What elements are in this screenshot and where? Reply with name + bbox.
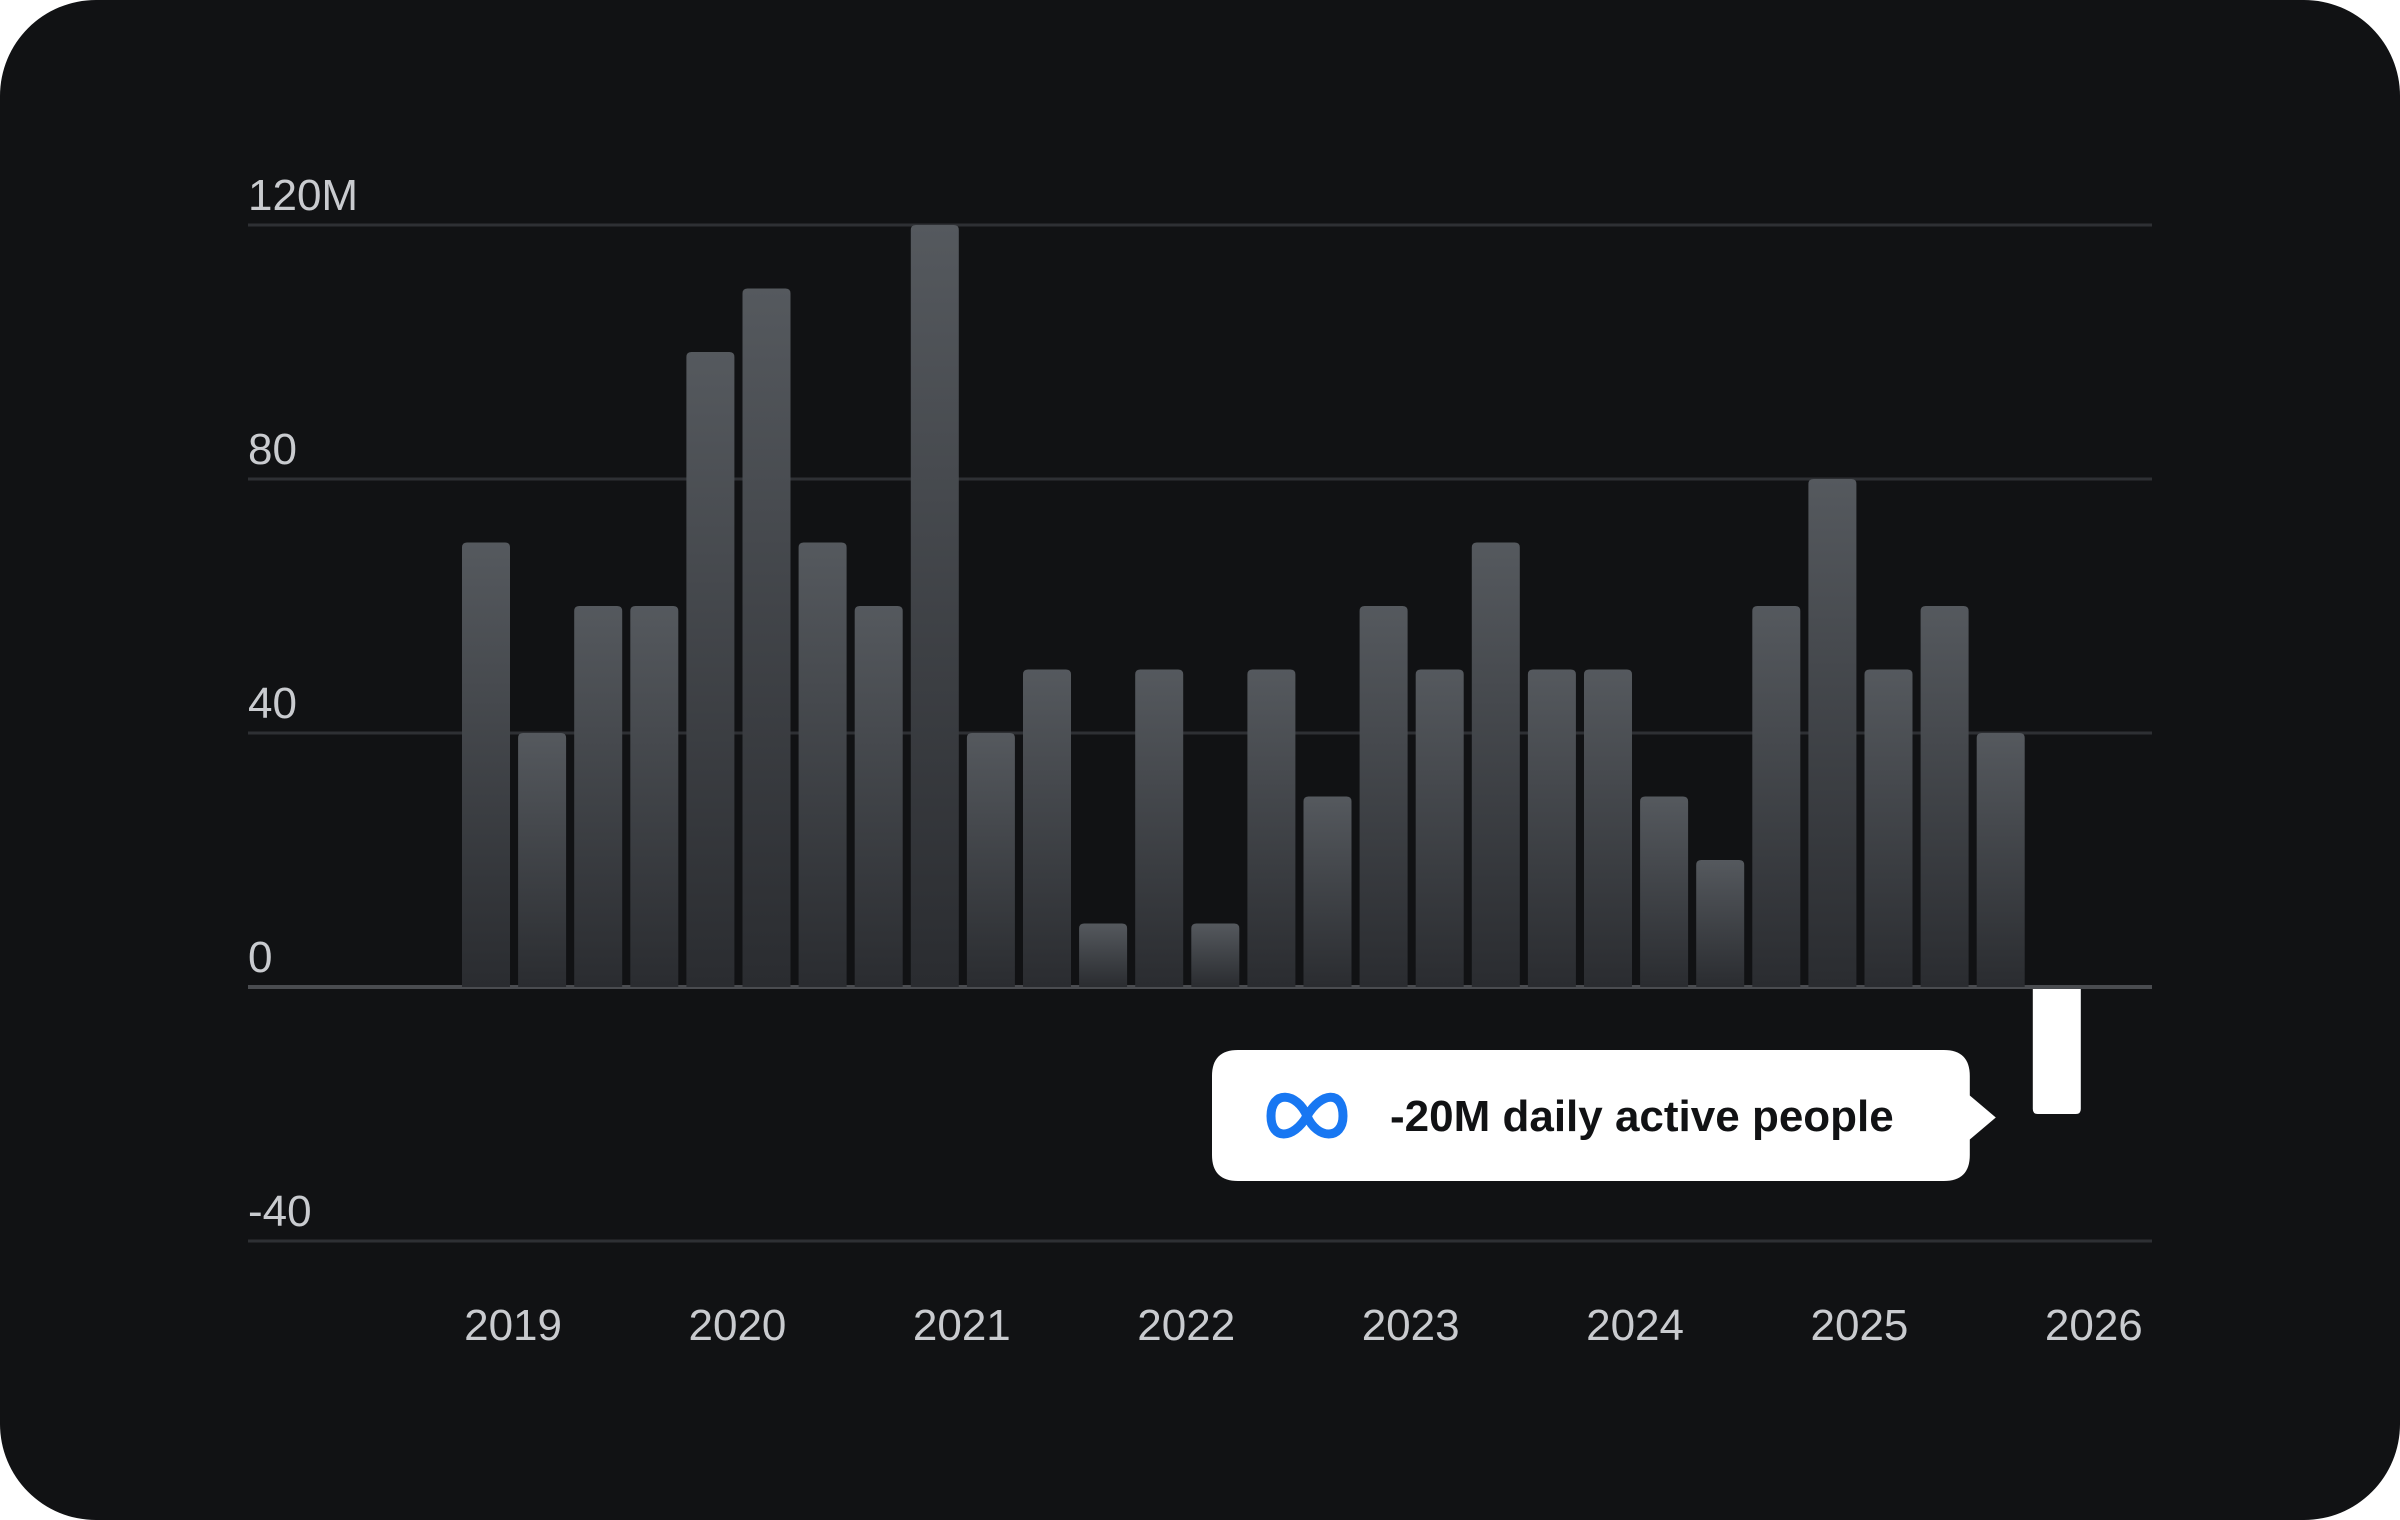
- x-tick-label: 2026: [2045, 1301, 2143, 1350]
- bar: [910, 225, 959, 987]
- annotation-callout: -20M daily active people: [1212, 1050, 1996, 1181]
- bar: [1359, 606, 1408, 987]
- bar: [1584, 669, 1632, 987]
- x-tick-label: 2019: [464, 1301, 562, 1350]
- bar: [1640, 796, 1689, 987]
- bar: [1303, 796, 1352, 987]
- bar: [1191, 923, 1240, 987]
- bar: [1415, 669, 1464, 987]
- y-tick-label: -40: [248, 1187, 312, 1236]
- bar: [966, 733, 1015, 987]
- y-tick-label: 0: [248, 933, 272, 982]
- bar: [798, 542, 847, 987]
- x-axis-labels: 2019 2020 2021 2022 2023 2024 2025 2026: [464, 1301, 2143, 1350]
- bar: [1752, 606, 1801, 987]
- bar: [630, 606, 679, 987]
- highlighted-bar: [2032, 989, 2081, 1114]
- bar: [518, 733, 567, 987]
- bar: [1023, 669, 1071, 987]
- bar: [1864, 669, 1913, 987]
- bars: [462, 225, 2081, 1114]
- y-tick-label: 80: [248, 425, 297, 474]
- x-tick-label: 2023: [1362, 1301, 1460, 1350]
- bar: [574, 606, 623, 987]
- bar: [742, 288, 791, 987]
- y-tick-label: 120M: [248, 171, 358, 220]
- bar: [1247, 669, 1296, 987]
- bar: [854, 606, 903, 987]
- bar: [1808, 479, 1857, 987]
- x-tick-label: 2025: [1811, 1301, 1909, 1350]
- y-axis-labels: 120M 80 40 0 -40: [248, 171, 358, 1236]
- bar: [1135, 669, 1184, 987]
- bar: [1976, 733, 2025, 987]
- callout-text: -20M daily active people: [1390, 1092, 1894, 1141]
- bar: [1527, 669, 1576, 987]
- bar: [686, 352, 735, 987]
- y-tick-label: 40: [248, 679, 297, 728]
- bar: [1471, 542, 1520, 987]
- x-tick-label: 2024: [1586, 1301, 1684, 1350]
- bar: [462, 542, 510, 987]
- bar: [1079, 923, 1128, 987]
- bar: [1920, 606, 1969, 987]
- callout-bubble: [1212, 1050, 1996, 1181]
- x-tick-label: 2020: [689, 1301, 787, 1350]
- meta-infinity-logo-icon: [1266, 1092, 1348, 1139]
- bar: [1696, 860, 1745, 987]
- x-tick-label: 2022: [1137, 1301, 1235, 1350]
- x-tick-label: 2021: [913, 1301, 1011, 1350]
